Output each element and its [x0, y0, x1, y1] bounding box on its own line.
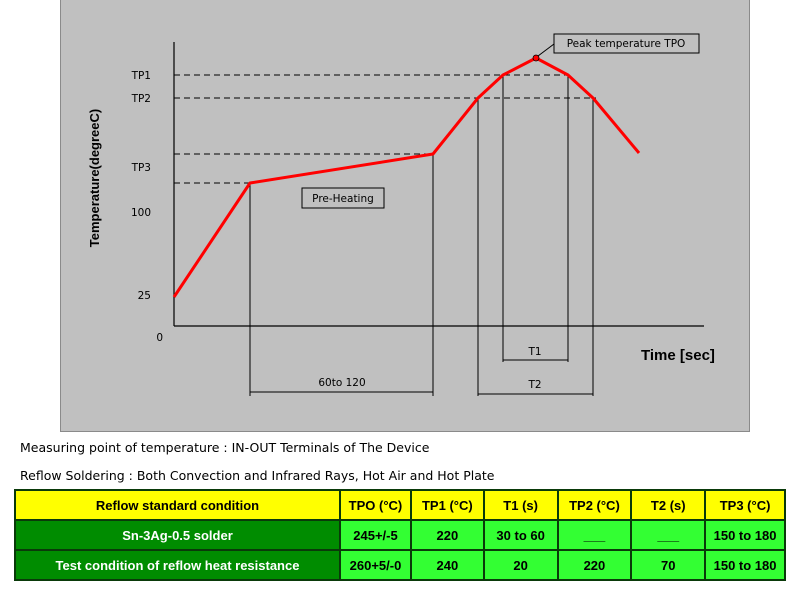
table-cell: 245+/-5	[339, 519, 412, 551]
table-row: Test condition of reflow heat resistance…	[13, 549, 786, 581]
table-header-cell: TP1 (°C)	[409, 489, 485, 521]
table-row: Sn-3Ag-0.5 solder 245+/-5 220 30 to 60 _…	[13, 519, 786, 551]
table-cell: 70	[630, 549, 707, 581]
y-tick-label: TP2	[131, 93, 151, 105]
measuring-point-note: Measuring point of temperature : IN-OUT …	[20, 440, 430, 455]
t1-label: T1	[527, 346, 541, 358]
table-cell: 150 to 180	[704, 549, 786, 581]
y-tick-label: TP1	[131, 70, 151, 82]
peak-point	[532, 54, 540, 62]
table-cell: ___	[556, 519, 633, 551]
preheat-interval-label: 60to 120	[318, 377, 365, 389]
peak-label-box	[553, 33, 700, 54]
reflow-method-note: Reflow Soldering : Both Convection and I…	[20, 468, 495, 483]
table-header-row: Reflow standard condition TPO (°C) TP1 (…	[13, 489, 786, 521]
peak-label: Peak temperature TPO	[567, 38, 686, 50]
table-cell: 240	[409, 549, 485, 581]
table-header-cell: Reflow standard condition	[13, 489, 342, 521]
peak-callout-pointer	[537, 43, 555, 57]
reflow-profile-chart: TP1 TP2 TP3 100 25 0 Temperature(degreeC…	[60, 0, 750, 432]
table-cell: 220	[409, 519, 485, 551]
y-tick-label: 0	[156, 332, 163, 344]
y-axis-title: Temperature(degreeC)	[87, 109, 102, 247]
temperature-profile-line	[172, 56, 641, 298]
table-row-header: Test condition of reflow heat resistance	[13, 549, 342, 581]
table-cell: 20	[482, 549, 559, 581]
reflow-condition-table: Reflow standard condition TPO (°C) TP1 (…	[13, 489, 786, 581]
table-cell: 150 to 180	[704, 519, 786, 551]
table-header-cell: TP2 (°C)	[556, 489, 633, 521]
table-header-cell: TP3 (°C)	[704, 489, 786, 521]
table-header-cell: TPO (°C)	[339, 489, 412, 521]
y-tick-label: TP3	[131, 162, 151, 174]
y-tick-label: 25	[138, 290, 151, 302]
t2-label: T2	[527, 379, 541, 391]
table-header-cell: T2 (s)	[630, 489, 707, 521]
table-cell: 260+5/-0	[339, 549, 412, 581]
table-header-cell: T1 (s)	[482, 489, 559, 521]
table-cell: 220	[556, 549, 633, 581]
x-axis-title: Time [sec]	[641, 347, 715, 364]
preheat-label: Pre-Heating	[312, 193, 374, 205]
preheat-label-box	[301, 187, 385, 209]
table-cell: 30 to 60	[482, 519, 559, 551]
table-row-header: Sn-3Ag-0.5 solder	[13, 519, 342, 551]
table-cell: ___	[630, 519, 707, 551]
y-tick-label: 100	[131, 207, 151, 219]
chart-canvas: TP1 TP2 TP3 100 25 0 Temperature(degreeC…	[87, 33, 715, 396]
